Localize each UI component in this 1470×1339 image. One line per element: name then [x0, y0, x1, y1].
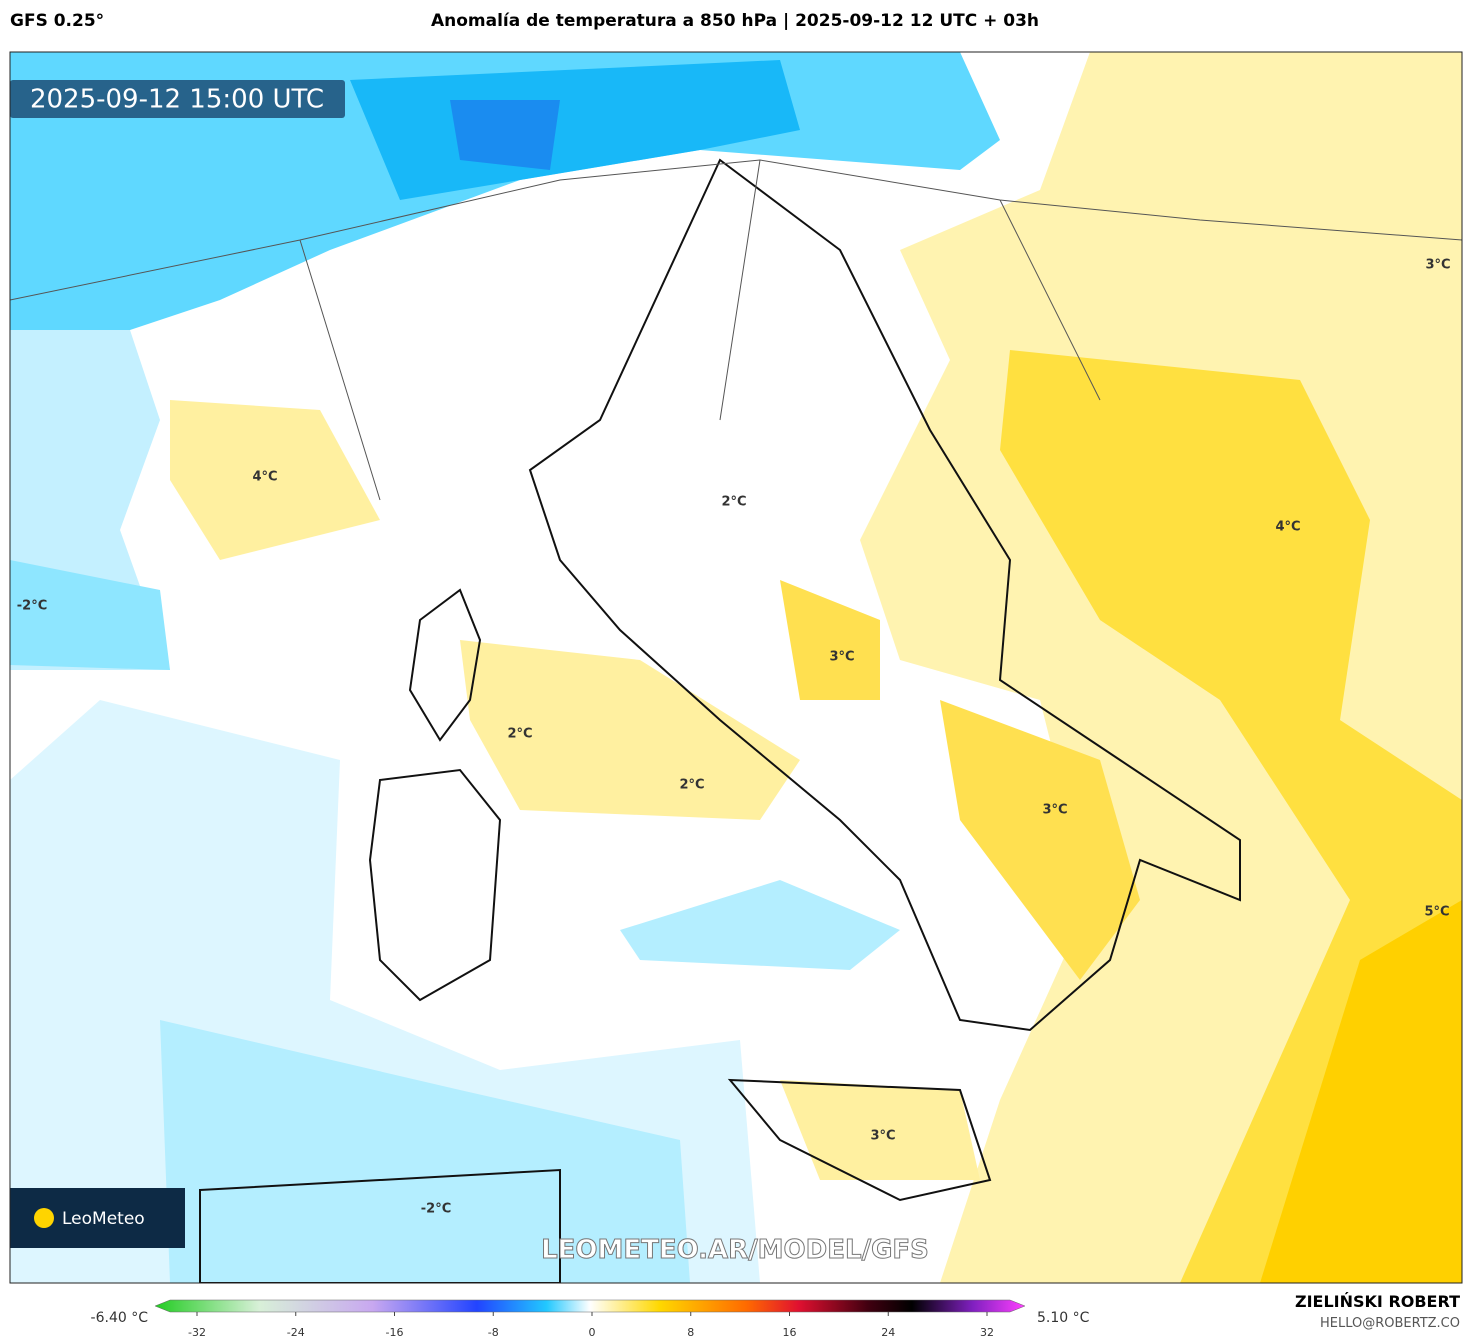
contour-label: 5°C — [1424, 905, 1449, 920]
colorbar-tick-label: 8 — [687, 1326, 694, 1339]
colorbar-tick-label: 16 — [783, 1326, 797, 1339]
contour-label: 3°C — [870, 1129, 895, 1144]
author-email: HELLO@ROBERTZ.CO — [1320, 1316, 1460, 1331]
contour-label: 2°C — [721, 495, 746, 510]
cold-area — [160, 1020, 690, 1283]
colorbar-tick-label: -24 — [287, 1326, 305, 1339]
contour-label: 3°C — [829, 650, 854, 665]
colorbar-max: 5.10 °C — [1037, 1310, 1090, 1326]
cold-area — [10, 560, 170, 670]
warm-area — [780, 580, 880, 700]
contour-label: -2°C — [421, 1202, 451, 1217]
contour-label: 3°C — [1425, 258, 1450, 273]
cold-area — [350, 60, 800, 200]
map-frame — [9, 51, 1463, 1284]
contour-label: 2°C — [507, 727, 532, 742]
contour-label: -2°C — [17, 599, 47, 614]
colorbar-bar — [154, 1299, 1026, 1313]
colorbar-tick-label: -16 — [386, 1326, 404, 1339]
border — [10, 159, 1462, 501]
colorbar-tick-label: 32 — [980, 1326, 994, 1339]
warm-area — [170, 400, 380, 560]
coastline — [199, 1168, 561, 1283]
colorbar: -6.40 °C 5.10 °C -32 -24 -16 -8 0 8 16 24 32 — [91, 1299, 1090, 1339]
contour-label: 4°C — [1275, 520, 1300, 535]
timestamp: 2025-09-12 15:00 UTC — [30, 85, 324, 115]
logo-text: LeoMeteo — [62, 1209, 145, 1229]
colorbar-tick-label: 0 — [589, 1326, 596, 1339]
warm-area — [460, 640, 800, 820]
contour-label: 2°C — [679, 778, 704, 793]
warm-area — [1260, 900, 1462, 1283]
coastline — [528, 158, 1241, 1032]
contour-label: 3°C — [1042, 803, 1067, 818]
watermark: LEOMETEO.AR/MODEL/GFS — [541, 1235, 929, 1265]
cold-area — [450, 100, 560, 170]
timestamp-box — [10, 80, 345, 118]
coastline — [368, 588, 992, 1202]
cold-area — [620, 880, 900, 970]
model-label: GFS 0.25° — [10, 11, 104, 31]
colorbar-tick-label: -8 — [488, 1326, 499, 1339]
colorbar-tick-label: 24 — [881, 1326, 895, 1339]
warm-area — [780, 1080, 980, 1180]
colorbar-min: -6.40 °C — [91, 1310, 149, 1326]
colorbar-tick-label: -32 — [188, 1326, 206, 1339]
warm-area — [940, 700, 1140, 980]
map: 4°C -2°C 2°C 3°C 2°C 2°C 3°C 3°C -2°C 3°… — [10, 52, 1462, 1283]
contour-label: 4°C — [252, 470, 277, 485]
author-name: ZIELIŃSKI ROBERT — [1295, 1292, 1460, 1311]
map-title: Anomalía de temperatura a 850 hPa | 2025… — [431, 11, 1039, 31]
logo-sun — [34, 1208, 54, 1228]
